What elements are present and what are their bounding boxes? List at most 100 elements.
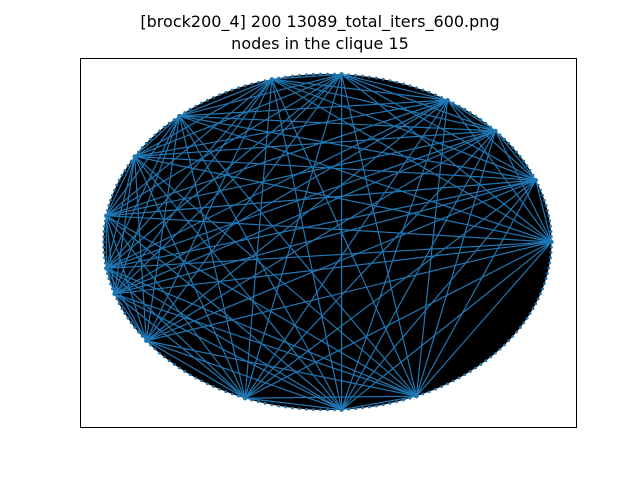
graph-node [388, 79, 392, 83]
graph-node [388, 401, 392, 405]
clique-edge [105, 156, 136, 216]
graph-node [548, 219, 552, 223]
clique-node [339, 407, 344, 412]
clique-edge [105, 73, 342, 269]
clique-node [493, 128, 498, 134]
graph-node [126, 316, 130, 320]
clique-edge [134, 78, 273, 158]
graph-node [361, 74, 364, 78]
graph-node [525, 316, 529, 320]
graph-node [115, 183, 119, 187]
graph-node [474, 366, 478, 370]
graph-node [536, 297, 540, 301]
graph-node [162, 355, 166, 359]
graph-node [162, 125, 166, 129]
clique-edge [106, 267, 417, 397]
clique-edge [145, 340, 246, 399]
graph-node [312, 72, 315, 76]
clique-node [177, 113, 182, 119]
graph-node [361, 406, 364, 410]
clique-edge [105, 99, 448, 269]
clique-edge [105, 215, 342, 411]
clique-edge [179, 99, 448, 117]
clique-edge [106, 215, 552, 243]
clique-edge [114, 73, 342, 295]
graph-node [408, 84, 412, 88]
graph-node [183, 370, 187, 373]
clique-edge [105, 267, 342, 411]
clique-edge [106, 99, 448, 217]
graph-node [498, 347, 502, 351]
clique-edge [134, 156, 246, 399]
clique-node [339, 72, 344, 77]
clique-edge [178, 115, 246, 399]
graph-node [305, 407, 308, 411]
clique-edge [495, 130, 537, 181]
graph-node [212, 385, 215, 388]
graph-node [298, 407, 301, 411]
clique-edge [447, 99, 496, 132]
clique-edge [113, 156, 136, 294]
clique-edge [114, 293, 417, 397]
clique-edge [244, 179, 537, 399]
graph-node [188, 107, 192, 111]
graph-node [277, 404, 281, 408]
graph-node [305, 73, 308, 77]
graph-node [153, 133, 157, 137]
graph-node [230, 88, 234, 92]
graph-node [133, 326, 137, 329]
graph-node [136, 330, 140, 334]
graph-node [188, 373, 192, 377]
graph-node [102, 240, 105, 244]
graph-node [374, 76, 378, 80]
graph-node [381, 403, 385, 407]
graph-node [541, 193, 545, 197]
graph-node [479, 118, 483, 121]
graph-node [256, 80, 260, 84]
graph-node [484, 359, 488, 363]
graph-node [153, 347, 157, 351]
graph-node [102, 251, 106, 254]
clique-edge [105, 115, 180, 269]
clique-edge [114, 179, 536, 295]
clique-edge [341, 73, 448, 101]
graph-node [113, 188, 116, 192]
graph-node [212, 96, 215, 99]
graph-node [549, 224, 552, 228]
graph-node [503, 343, 506, 347]
graph-node [525, 164, 529, 168]
clique-edge [105, 78, 273, 217]
clique-edge [341, 241, 552, 411]
graph-node [511, 146, 515, 149]
clique-edge [271, 78, 448, 101]
graph-node [194, 104, 198, 108]
graph-node [230, 392, 234, 396]
chart-title-line2: nodes in the clique 15 [231, 34, 409, 53]
graph-node [120, 307, 124, 311]
graph-node [368, 405, 371, 409]
graph-node [534, 302, 538, 306]
graph-node [224, 390, 228, 394]
clique-edge [105, 78, 273, 269]
graph-node [218, 93, 221, 97]
clique-node [242, 396, 248, 401]
graph-node [158, 351, 161, 355]
graph-node [507, 141, 511, 145]
clique-node [112, 291, 117, 297]
graph-node [200, 101, 203, 105]
clique-edge [271, 73, 342, 80]
clique-edge [178, 115, 417, 397]
graph-node [549, 230, 553, 233]
graph-node [270, 403, 274, 407]
clique-node [445, 97, 450, 103]
graph-node [468, 111, 472, 114]
clique-edge [271, 79, 343, 410]
clique-node [132, 154, 137, 159]
graph-node [468, 370, 472, 373]
graph-node [434, 93, 437, 97]
clique-edge [179, 115, 496, 132]
clique-edges [105, 73, 553, 411]
graph-node [291, 74, 294, 78]
clique-edge [244, 99, 449, 399]
clique-edge [145, 73, 343, 342]
